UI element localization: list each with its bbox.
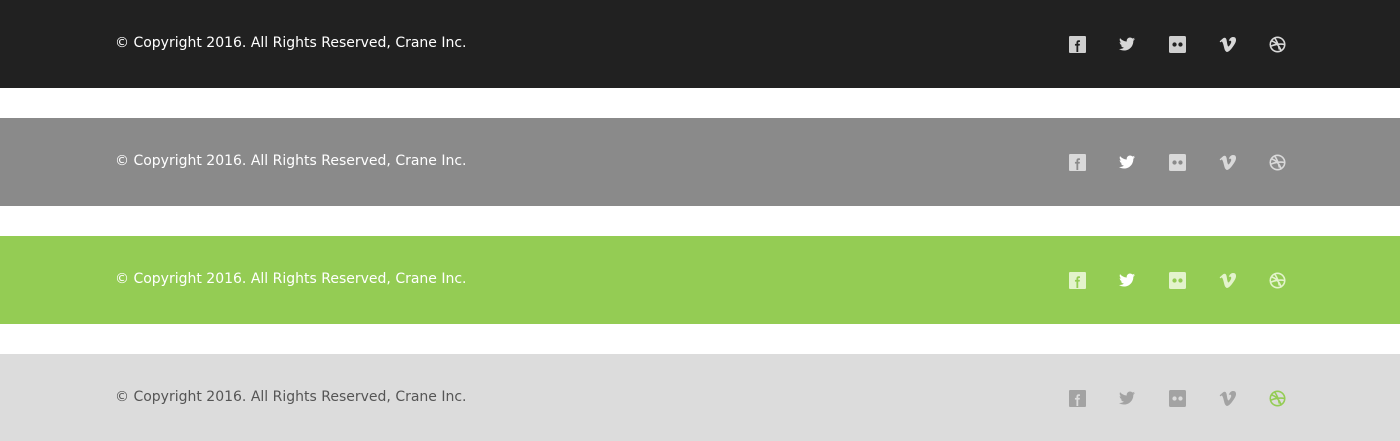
- facebook-icon[interactable]: [1065, 268, 1089, 292]
- facebook-icon[interactable]: [1065, 150, 1089, 174]
- twitter-icon[interactable]: [1115, 150, 1139, 174]
- vimeo-icon[interactable]: [1215, 150, 1239, 174]
- copyright-text: © Copyright 2016. All Rights Reserved, C…: [115, 271, 467, 287]
- vimeo-icon[interactable]: [1215, 32, 1239, 56]
- copyright-text: © Copyright 2016. All Rights Reserved, C…: [115, 35, 467, 51]
- facebook-icon[interactable]: [1065, 32, 1089, 56]
- copyright-text: © Copyright 2016. All Rights Reserved, C…: [115, 153, 467, 169]
- dribbble-icon[interactable]: [1265, 386, 1289, 410]
- copyright-text: © Copyright 2016. All Rights Reserved, C…: [115, 389, 467, 405]
- twitter-icon[interactable]: [1115, 386, 1139, 410]
- vimeo-icon[interactable]: [1215, 268, 1239, 292]
- flickr-icon[interactable]: [1165, 386, 1189, 410]
- social-links: [1065, 32, 1289, 56]
- vimeo-icon[interactable]: [1215, 386, 1239, 410]
- social-links: [1065, 386, 1289, 410]
- flickr-icon[interactable]: [1165, 150, 1189, 174]
- flickr-icon[interactable]: [1165, 32, 1189, 56]
- social-links: [1065, 150, 1289, 174]
- twitter-icon[interactable]: [1115, 32, 1139, 56]
- footer-green: © Copyright 2016. All Rights Reserved, C…: [0, 236, 1400, 324]
- footer-light: © Copyright 2016. All Rights Reserved, C…: [0, 354, 1400, 441]
- footer-dark: © Copyright 2016. All Rights Reserved, C…: [0, 0, 1400, 88]
- twitter-icon[interactable]: [1115, 268, 1139, 292]
- flickr-icon[interactable]: [1165, 268, 1189, 292]
- social-links: [1065, 268, 1289, 292]
- dribbble-icon[interactable]: [1265, 150, 1289, 174]
- dribbble-icon[interactable]: [1265, 32, 1289, 56]
- footer-gray: © Copyright 2016. All Rights Reserved, C…: [0, 118, 1400, 206]
- facebook-icon[interactable]: [1065, 386, 1089, 410]
- dribbble-icon[interactable]: [1265, 268, 1289, 292]
